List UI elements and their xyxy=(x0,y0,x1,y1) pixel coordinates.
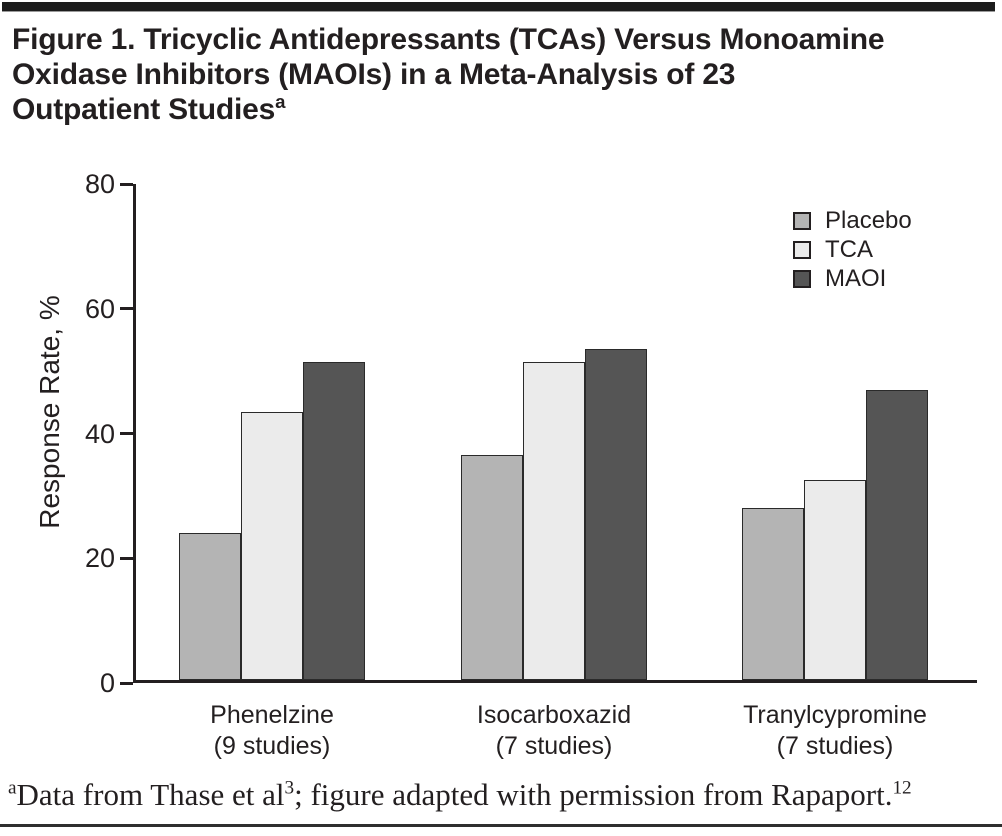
y-axis-label: Response Rate, % xyxy=(34,295,65,529)
footnote-marker-a: a xyxy=(8,777,17,799)
bar-placebo-isocarboxazid xyxy=(461,455,523,680)
category-study-count: (7 studies) xyxy=(495,732,613,760)
legend-item-tca: TCA xyxy=(793,235,912,264)
legend-swatch-placebo xyxy=(793,211,811,230)
figure-title: Figure 1. Tricyclic Antidepressants (TCA… xyxy=(12,22,997,127)
bar-placebo-phenelzine xyxy=(179,533,241,680)
category-name: Phenelzine xyxy=(210,701,334,729)
category-name: Tranylcypromine xyxy=(743,701,927,729)
figure-title-line-2: Oxidase Inhibitors (MAOIs) in a Meta-Ana… xyxy=(12,58,736,91)
legend-swatch-maoi xyxy=(793,269,811,288)
bar-placebo-tranylcypromine xyxy=(742,508,804,680)
y-tick-label-60: 60 xyxy=(84,293,115,324)
category-study-count: (9 studies) xyxy=(213,732,331,760)
figure-title-line-3-text: Outpatient Studies xyxy=(12,93,276,126)
legend-label-placebo: Placebo xyxy=(825,206,912,234)
legend-item-maoi: MAOI xyxy=(793,264,912,293)
legend-item-placebo: Placebo xyxy=(793,206,912,235)
figure-title-line-3: Outpatient Studiesa xyxy=(12,92,997,127)
bottom-rule xyxy=(0,824,1002,827)
footnote-reference-12: 12 xyxy=(892,777,912,799)
y-tick-20 xyxy=(120,556,133,560)
legend-label-tca: TCA xyxy=(825,235,873,263)
y-tick-80 xyxy=(120,182,133,186)
figure-title-line-1: Figure 1. Tricyclic Antidepressants (TCA… xyxy=(12,23,885,56)
chart-legend: Placebo TCA MAOI xyxy=(793,206,912,293)
category-label-isocarboxazid: Isocarboxazid (7 studies) xyxy=(394,700,714,762)
legend-label-maoi: MAOI xyxy=(825,264,887,292)
category-label-phenelzine: Phenelzine (9 studies) xyxy=(112,700,432,762)
category-name: Isocarboxazid xyxy=(476,701,632,729)
category-study-count: (7 studies) xyxy=(776,732,894,760)
category-label-tranylcypromine: Tranylcypromine (7 studies) xyxy=(675,700,995,762)
footnote-reference-3: 3 xyxy=(284,777,295,799)
title-footnote-marker: a xyxy=(275,91,286,112)
y-tick-label-20: 20 xyxy=(84,543,115,574)
y-tick-label-80: 80 xyxy=(84,169,115,199)
y-tick-0 xyxy=(120,681,133,685)
plot-area xyxy=(133,184,977,683)
y-tick-60 xyxy=(120,307,133,311)
footnote-text-2: ; figure adapted with permission from Ra… xyxy=(294,777,893,812)
bar-tca-tranylcypromine xyxy=(804,480,866,680)
figure-footnote: aData from Thase et al3; figure adapted … xyxy=(8,776,998,814)
bar-maoi-isocarboxazid xyxy=(585,349,647,680)
footnote-text-1: Data from Thase et al xyxy=(16,777,285,812)
y-tick-label-0: 0 xyxy=(99,668,115,698)
y-tick-40 xyxy=(120,432,133,435)
bar-maoi-phenelzine xyxy=(303,362,365,680)
bar-maoi-tranylcypromine xyxy=(866,390,928,680)
bar-tca-phenelzine xyxy=(241,412,303,680)
legend-swatch-tca xyxy=(793,240,811,259)
y-tick-label-40: 40 xyxy=(84,418,115,449)
bar-tca-isocarboxazid xyxy=(523,362,585,680)
top-rule xyxy=(2,2,995,12)
